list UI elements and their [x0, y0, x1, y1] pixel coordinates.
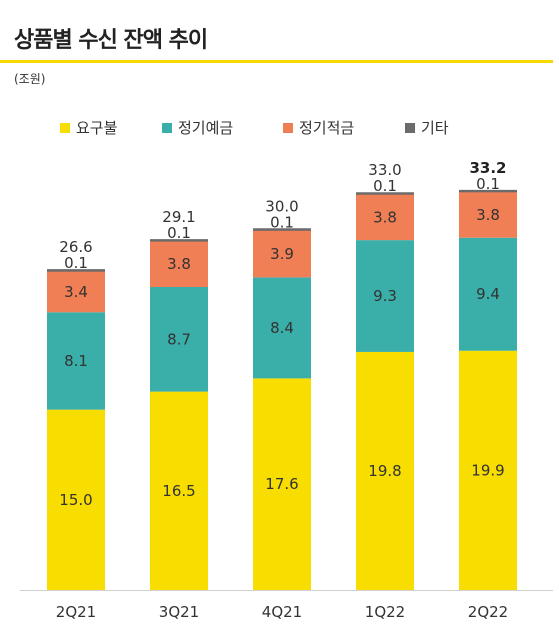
bar-segment-time-deposit-4Q21 [253, 277, 311, 379]
bar-segment-time-deposit-1Q22 [356, 240, 414, 352]
data-label-demand-3Q21: 16.5 [162, 482, 195, 500]
data-label-time-deposit-2Q22: 9.4 [476, 285, 500, 303]
total-label-2Q21: 26.6 [59, 238, 92, 256]
data-label-installment-savings-2Q21: 3.4 [64, 283, 88, 301]
x-tick-label-2Q21: 2Q21 [56, 603, 96, 621]
data-label-demand-4Q21: 17.6 [265, 475, 298, 493]
data-label-installment-savings-2Q22: 3.8 [476, 206, 500, 224]
chart-title: 상품별 수신 잔액 추이 [14, 28, 208, 53]
legend-swatch-installment-savings [283, 122, 293, 133]
x-tick-label-3Q21: 3Q21 [159, 603, 199, 621]
data-label-other-1Q22: 0.1 [373, 177, 397, 195]
legend-item-installment-savings: 정기적금 [283, 117, 354, 138]
legend-swatch-demand [60, 122, 70, 133]
legend-swatch-time-deposit [162, 122, 172, 133]
bar-segment-installment-savings-3Q21 [150, 241, 208, 288]
total-label-2Q22: 33.2 [469, 159, 506, 177]
bar-segment-installment-savings-4Q21 [253, 230, 311, 278]
title-underline [0, 60, 553, 63]
data-label-demand-2Q22: 19.9 [471, 461, 504, 479]
x-tick-label-4Q21: 4Q21 [262, 603, 302, 621]
bar-segment-time-deposit-2Q22 [459, 237, 517, 351]
bar-segment-demand-1Q22 [356, 351, 414, 590]
data-label-installment-savings-3Q21: 3.8 [167, 255, 191, 273]
bar-segment-installment-savings-2Q21 [47, 271, 105, 313]
data-label-time-deposit-4Q21: 8.4 [270, 319, 294, 337]
data-label-installment-savings-4Q21: 3.9 [270, 245, 294, 263]
legend-label-time-deposit: 정기예금 [178, 119, 234, 137]
x-tick-label-2Q22: 2Q22 [468, 603, 508, 621]
data-label-demand-2Q21: 15.0 [59, 491, 92, 509]
legend-label-other: 기타 [421, 119, 449, 137]
legend-item-demand: 요구불 [60, 117, 117, 138]
data-label-other-2Q22: 0.1 [476, 175, 500, 193]
data-label-other-2Q21: 0.1 [64, 254, 88, 272]
total-label-1Q22: 33.0 [368, 161, 401, 179]
bar-segment-demand-4Q21 [253, 378, 311, 590]
legend-swatch-other [405, 122, 415, 133]
legend-item-time-deposit: 정기예금 [162, 117, 233, 138]
bar-segment-installment-savings-2Q22 [459, 192, 517, 238]
bar-segment-demand-2Q21 [47, 409, 105, 590]
unit-label: (조원) [14, 72, 46, 86]
bar-segment-demand-3Q21 [150, 391, 208, 590]
data-label-time-deposit-3Q21: 8.7 [167, 330, 191, 348]
data-label-other-4Q21: 0.1 [270, 213, 294, 231]
data-label-other-3Q21: 0.1 [167, 224, 191, 242]
bar-segment-demand-2Q22 [459, 350, 517, 590]
total-label-3Q21: 29.1 [162, 208, 195, 226]
legend-item-other: 기타 [405, 117, 449, 138]
bar-segment-time-deposit-3Q21 [150, 287, 208, 392]
x-tick-label-1Q22: 1Q22 [365, 603, 405, 621]
data-label-installment-savings-1Q22: 3.8 [373, 208, 397, 226]
data-label-demand-1Q22: 19.8 [368, 462, 401, 480]
bar-segment-time-deposit-2Q21 [47, 312, 105, 410]
total-label-4Q21: 30.0 [265, 197, 298, 215]
data-label-time-deposit-1Q22: 9.3 [373, 287, 397, 305]
legend-label-demand: 요구불 [76, 119, 118, 137]
bar-segment-installment-savings-1Q22 [356, 194, 414, 241]
data-label-time-deposit-2Q21: 8.1 [64, 352, 88, 370]
legend-label-installment-savings: 정기적금 [299, 119, 355, 137]
legend: 요구불 정기예금 정기적금 기타 [0, 117, 559, 141]
